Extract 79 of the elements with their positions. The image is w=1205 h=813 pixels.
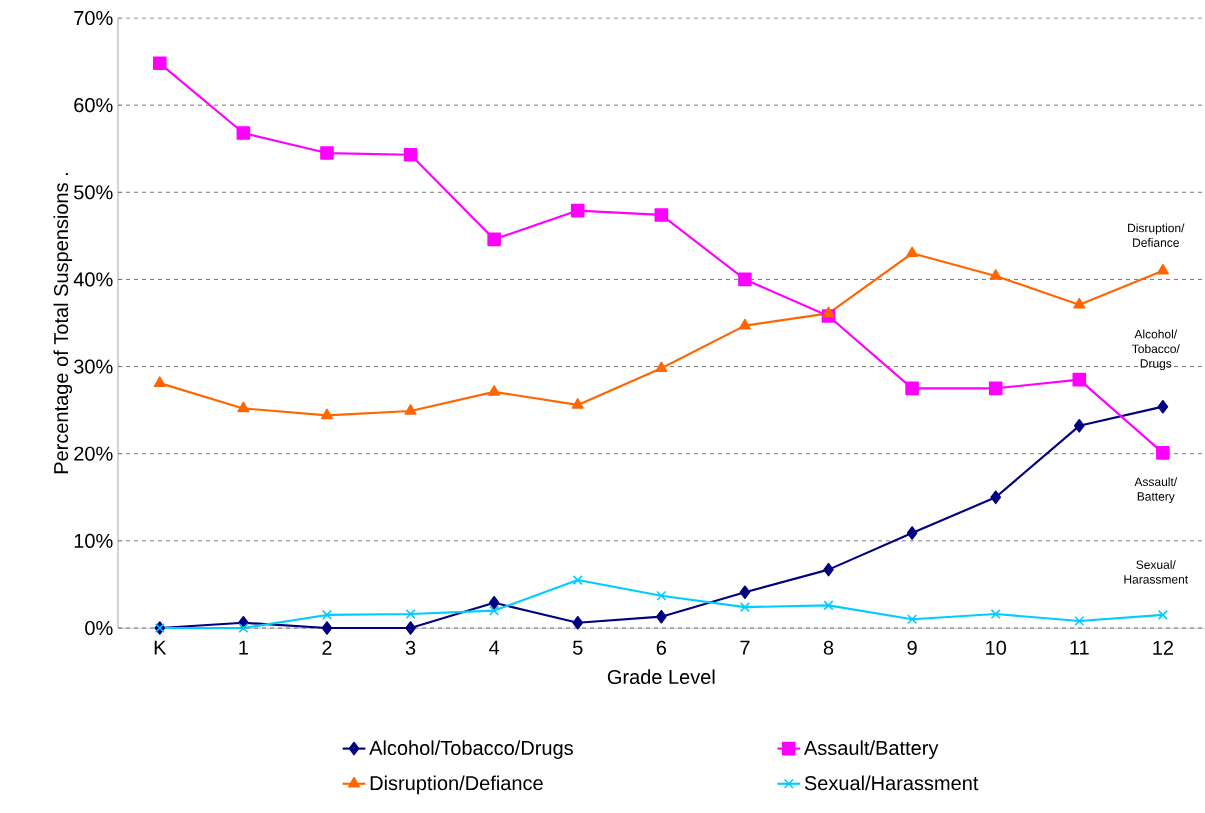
y-axis-title: Percentage of Total Suspensions .	[53, 173, 73, 474]
point	[320, 146, 334, 160]
point	[988, 381, 1003, 396]
y-tick-label: 50%	[74, 185, 113, 200]
point	[405, 609, 416, 620]
point	[656, 590, 667, 601]
x-tick-label: 9	[907, 640, 917, 655]
point	[1073, 297, 1086, 309]
legend-label: Alcohol/Tobacco/Drugs	[369, 740, 573, 759]
point	[403, 148, 418, 162]
legend-label: Disruption/Defiance	[370, 775, 543, 795]
point	[570, 203, 585, 218]
x-tick-label: 4	[489, 640, 500, 655]
point	[823, 562, 834, 577]
point	[906, 526, 918, 540]
y-tick-label: 0%	[85, 620, 113, 636]
point	[1072, 372, 1087, 387]
point	[488, 595, 500, 610]
point	[321, 609, 333, 620]
point	[1156, 446, 1170, 460]
y-tick-label: 60%	[74, 98, 113, 113]
y-tick-label: 70%	[74, 10, 113, 26]
point	[907, 614, 918, 625]
y-tick-label: 10%	[74, 533, 113, 548]
point	[572, 615, 584, 630]
point	[738, 272, 752, 287]
point	[739, 585, 751, 600]
point	[655, 361, 668, 373]
point	[152, 56, 167, 71]
point	[739, 602, 750, 613]
point	[990, 490, 1001, 505]
point	[823, 600, 834, 611]
point	[822, 306, 835, 318]
point	[489, 605, 500, 616]
point	[238, 622, 249, 634]
point	[320, 408, 333, 420]
point	[1074, 615, 1085, 627]
point	[1074, 419, 1085, 433]
point	[487, 232, 501, 247]
x-tick-label: 10	[986, 640, 1007, 655]
point	[990, 609, 1001, 620]
point	[488, 385, 501, 396]
x-tick-label: 11	[1070, 640, 1089, 655]
point	[1157, 609, 1168, 620]
annotation: Disruption/ Defiance	[1128, 223, 1185, 247]
point	[738, 318, 751, 330]
point	[654, 208, 669, 222]
point	[571, 398, 584, 409]
y-tick-label: 20%	[74, 446, 113, 461]
point	[906, 246, 919, 258]
point	[153, 376, 166, 387]
point	[404, 404, 417, 415]
x-tick-label: 3	[405, 640, 416, 655]
point	[1157, 399, 1169, 414]
y-tick-label: 30%	[74, 359, 113, 374]
x-tick-label: 7	[740, 640, 750, 655]
x-tick-label: 5	[572, 640, 583, 655]
legend-label: Sexual/Harassment	[804, 775, 979, 791]
point	[236, 126, 251, 140]
x-tick-label: K	[154, 640, 167, 655]
annotation: Alcohol/ Tobacco/ Drugs	[1132, 329, 1180, 371]
x-axis-title: Grade Level	[607, 669, 715, 685]
annotation: Sexual/ Harassment	[1124, 560, 1189, 584]
point	[321, 621, 333, 635]
x-tick-label: 12	[1153, 640, 1174, 655]
point	[656, 609, 667, 624]
x-tick-label: 8	[823, 640, 834, 655]
point	[405, 621, 416, 635]
point	[237, 401, 250, 413]
x-tick-label: 6	[656, 640, 667, 655]
y-tick-label: 40%	[73, 272, 113, 287]
legend-label: Assault/Battery	[803, 740, 939, 759]
annotation: Assault/ Battery	[1134, 477, 1178, 504]
point	[572, 575, 583, 586]
x-tick-label: 1	[239, 640, 248, 655]
point	[989, 269, 1002, 280]
point	[905, 381, 919, 396]
x-tick-label: 2	[322, 640, 332, 655]
point	[1156, 263, 1169, 275]
